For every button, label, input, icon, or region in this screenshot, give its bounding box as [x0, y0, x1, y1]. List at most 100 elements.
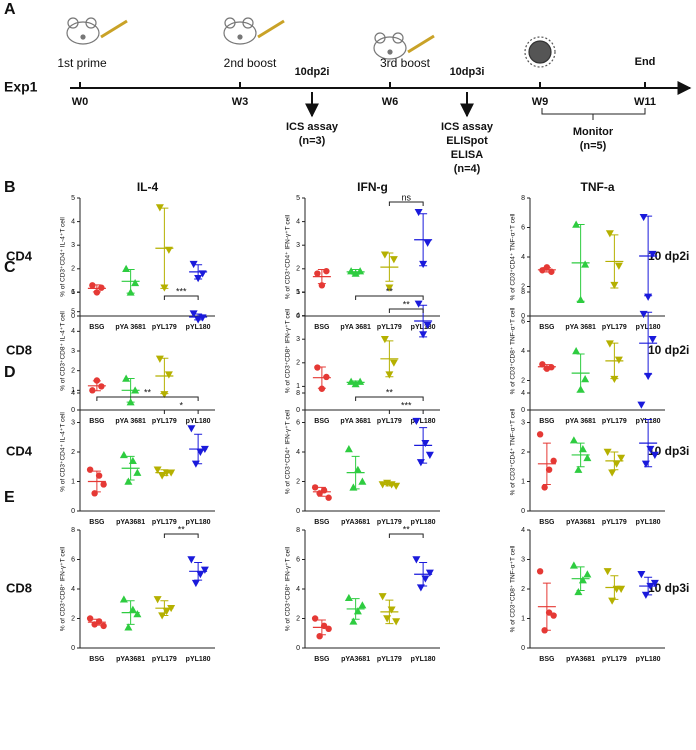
y-tick-label: 1	[71, 289, 75, 296]
data-point	[194, 275, 203, 283]
data-point	[353, 465, 362, 473]
data-point	[648, 250, 657, 259]
data-point	[548, 364, 555, 371]
y-tick-label: 3	[71, 242, 75, 249]
data-point	[93, 289, 101, 296]
x-tick-label: pYA 3681	[340, 324, 371, 331]
sd-bar	[385, 599, 394, 625]
data-point	[91, 490, 98, 497]
data-point	[574, 465, 583, 473]
significance-bracket	[388, 201, 424, 206]
data-point	[543, 264, 551, 271]
data-point	[617, 454, 626, 462]
data-point	[612, 460, 621, 468]
y-tick-label: 4	[296, 586, 300, 593]
significance-label: *	[179, 400, 183, 410]
data-point	[545, 466, 553, 473]
x-tick-label: pYL180	[411, 656, 436, 663]
data-point	[421, 439, 430, 448]
y-tick-label: 4	[71, 218, 75, 225]
data-point	[536, 568, 544, 575]
data-point	[581, 260, 590, 268]
axis	[304, 198, 440, 317]
data-point	[323, 267, 330, 275]
data-point	[583, 453, 592, 462]
y-tick-label: 2	[71, 266, 75, 273]
x-tick-label: BSG	[539, 324, 555, 331]
data-point	[419, 260, 428, 269]
y-tick-label: 6	[71, 289, 75, 296]
y-tick-label: 8	[296, 527, 300, 534]
data-point	[358, 477, 367, 485]
x-tick-label: BSG	[89, 418, 105, 425]
data-point	[344, 593, 353, 602]
data-point	[323, 373, 330, 381]
y-tick-label: 8	[296, 390, 300, 397]
data-point	[412, 556, 421, 564]
dose-label: 1st prime	[57, 56, 107, 70]
y-axis-label: % of CD3⁺CD8⁺ IFN-γ⁺T cell	[60, 546, 67, 631]
data-point	[425, 569, 434, 577]
panel-letter: E	[4, 489, 15, 506]
significance-bracket	[163, 409, 199, 414]
data-point	[578, 576, 587, 584]
y-axis-label: % of CD3⁺CD4⁺ IL-4⁺T cell	[60, 412, 67, 492]
y-tick-label: 0	[296, 313, 300, 320]
data-point	[646, 582, 655, 591]
y-tick-label: 3	[296, 242, 300, 249]
y-tick-label: 0	[71, 407, 75, 414]
y-tick-label: 2	[71, 615, 75, 622]
y-axis-label: % of CD3⁺CD8⁺ IFN-γ⁺T cell	[285, 546, 292, 631]
significance-label: ***	[401, 400, 412, 410]
y-tick-label: 6	[521, 224, 525, 231]
x-tick-label: pYA3681	[116, 519, 145, 526]
data-point	[541, 484, 548, 491]
assay-text: ELISA	[451, 149, 483, 161]
data-point	[196, 448, 205, 456]
data-point	[93, 377, 101, 384]
data-point	[160, 391, 169, 399]
week-label: W11	[634, 96, 656, 108]
data-point	[637, 401, 646, 409]
assay-text: ICS assay	[441, 121, 494, 133]
data-point	[536, 431, 544, 438]
data-point	[164, 371, 173, 379]
data-point	[189, 310, 198, 318]
y-tick-label: 0	[71, 313, 75, 320]
significance-label: ***	[176, 286, 187, 296]
x-tick-label: pYL180	[411, 519, 436, 526]
data-point	[574, 587, 583, 596]
data-point	[644, 372, 653, 381]
data-point	[95, 472, 103, 479]
data-point	[187, 425, 196, 433]
x-tick-label: pYL179	[602, 656, 627, 663]
data-point	[605, 340, 614, 348]
mouse-icons	[66, 17, 556, 68]
significance-bracket	[388, 308, 424, 313]
data-point	[124, 477, 133, 485]
x-tick-label: BSG	[314, 519, 330, 526]
data-point	[89, 387, 96, 394]
x-tick-label: BSG	[539, 418, 555, 425]
data-point	[412, 417, 421, 426]
data-point	[122, 264, 131, 272]
significance-bracket	[388, 409, 424, 414]
data-point	[191, 579, 200, 588]
x-tick-label: pYA 3681	[115, 418, 146, 425]
x-tick-label: pYL179	[377, 519, 402, 526]
y-tick-label: 6	[521, 318, 525, 325]
data-point	[196, 571, 205, 579]
monitor-text: (n=5)	[580, 140, 607, 152]
data-point	[608, 469, 617, 477]
y-tick-label: 0	[521, 313, 525, 320]
x-tick-label: pYA3681	[566, 656, 595, 663]
data-point	[314, 364, 321, 371]
data-point	[610, 281, 619, 290]
y-tick-label: 1	[296, 289, 300, 296]
data-point	[641, 460, 650, 468]
y-tick-label: 4	[71, 328, 75, 335]
data-point	[349, 617, 358, 625]
data-point	[133, 610, 142, 618]
y-tick-label: 4	[296, 218, 300, 225]
y-tick-label: 2	[521, 449, 525, 456]
